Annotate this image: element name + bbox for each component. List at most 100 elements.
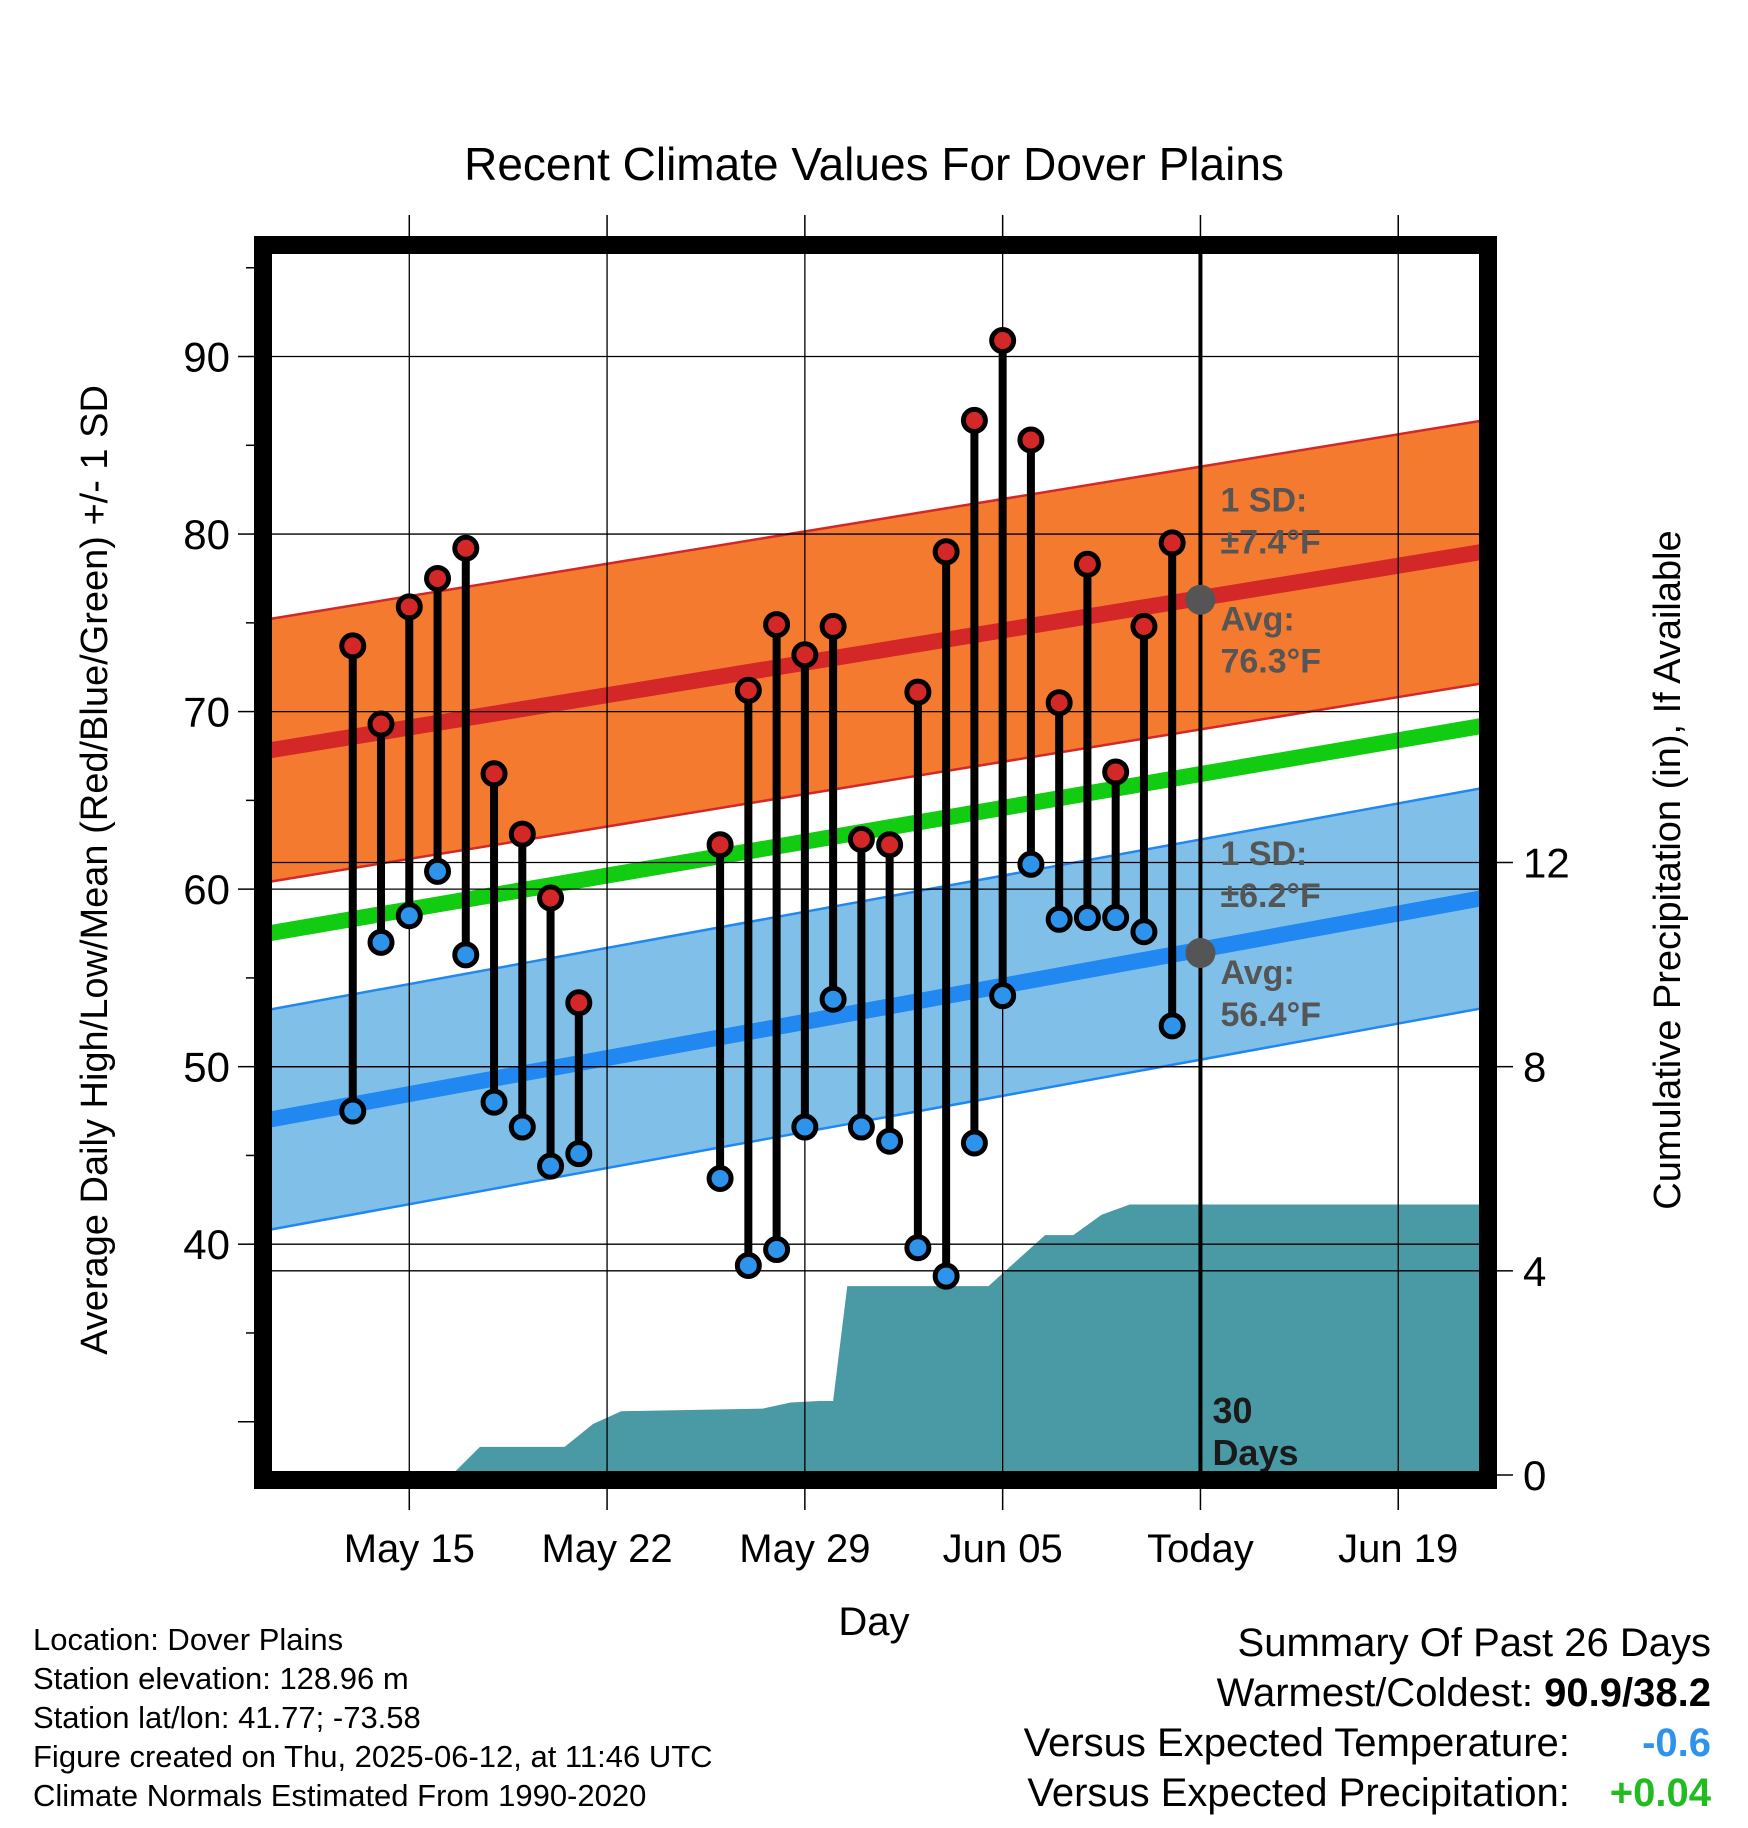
normal-low-today-marker — [1185, 938, 1216, 969]
high-avg-value: 76.3°F — [1220, 643, 1321, 681]
daily-high-dot — [791, 641, 819, 669]
normal-mean-line — [268, 717, 1483, 942]
normal-low-lower-sd-line — [268, 1006, 1483, 1232]
summary-title: Summary Of Past 26 Days — [1237, 1621, 1711, 1665]
station-elevation: Station elevation: 128.96 m — [33, 1661, 409, 1696]
daily-low-dot — [904, 1234, 932, 1262]
x-axis-label: Day — [838, 1600, 909, 1644]
daily-low-dot — [1017, 850, 1045, 878]
window-length-unit: Days — [1212, 1432, 1298, 1473]
summary-temperature: Versus Expected Temperature: -0.6 — [1024, 1718, 1711, 1768]
daily-high-dot — [1102, 758, 1130, 786]
daily-high-dot — [1017, 426, 1045, 454]
y-tick-label: 50 — [183, 1044, 230, 1091]
precipitation-value: +0.04 — [1609, 1771, 1711, 1815]
daily-high-dot — [480, 760, 508, 788]
daily-high-dot — [734, 676, 762, 704]
daily-low-dot — [508, 1113, 536, 1141]
high-sd-value: ±7.4°F — [1220, 524, 1320, 562]
plot-interior: 1 SD: ±7.4°F Avg: 76.3°F 1 SD: ±6.2°F Avg: 56.4… — [268, 250, 1483, 1475]
daily-high-dot — [932, 538, 960, 566]
y2-tick-label: 12 — [1523, 840, 1570, 887]
x-tick-label: Today — [1147, 1527, 1254, 1571]
x-tick-label: May 15 — [344, 1527, 475, 1571]
temperature-label: Versus Expected Temperature: — [1023, 1721, 1570, 1765]
normal-low-upper-sd-line — [268, 786, 1483, 1012]
daily-high-dot — [508, 820, 536, 848]
daily-low-dot — [480, 1088, 508, 1116]
window-length-number: 30 — [1212, 1390, 1252, 1431]
daily-high-dot — [876, 831, 904, 859]
normal-high-upper-sd-line — [268, 419, 1483, 621]
y2-tick-label: 4 — [1523, 1248, 1546, 1295]
high-sd-label: 1 SD: — [1220, 482, 1307, 520]
station-latlon: Station lat/lon: 41.77; -73.58 — [33, 1700, 421, 1735]
daily-low-dot — [1158, 1012, 1186, 1040]
y2-axis-label: Cumulative Precipitation (in), If Availa… — [1647, 530, 1689, 1209]
station-location: Location: Dover Plains — [33, 1622, 344, 1657]
plot-frame — [254, 236, 1497, 1489]
daily-low-dot — [876, 1127, 904, 1155]
daily-low-dot — [819, 985, 847, 1013]
low-sd-label: 1 SD: — [1220, 835, 1307, 873]
daily-low-dot — [537, 1152, 565, 1180]
summary-precipitation: Versus Expected Precipitation: +0.04 — [1024, 1768, 1711, 1818]
daily-low-dot — [424, 857, 452, 885]
daily-high-dot — [960, 406, 988, 434]
station-info: Location: Dover Plains Station elevation… — [33, 1620, 713, 1815]
daily-low-dot — [367, 928, 395, 956]
daily-high-dot — [537, 884, 565, 912]
daily-low-dot — [339, 1097, 367, 1125]
chart-title: Recent Climate Values For Dover Plains — [464, 138, 1284, 190]
y-tick-label: 80 — [183, 511, 230, 558]
daily-low-dot — [565, 1140, 593, 1168]
low-avg-label: Avg: — [1220, 954, 1294, 992]
y-tick-label: 60 — [183, 866, 230, 913]
daily-low-dot — [1073, 904, 1101, 932]
low-sd-value: ±6.2°F — [1220, 877, 1320, 915]
y2-tick-label: 8 — [1523, 1044, 1546, 1091]
x-tick-label: Jun 19 — [1338, 1527, 1458, 1571]
daily-high-dot — [1045, 689, 1073, 717]
daily-high-dot — [367, 710, 395, 738]
low-avg-value: 56.4°F — [1220, 996, 1321, 1034]
high-avg-label: Avg: — [1220, 601, 1294, 639]
cumulative-precipitation-area — [268, 1204, 1483, 1475]
temperature-value: -0.6 — [1642, 1721, 1711, 1765]
daily-low-dot — [791, 1113, 819, 1141]
daily-high-dot — [424, 564, 452, 592]
daily-low-dot — [395, 902, 423, 930]
daily-high-dot — [1073, 550, 1101, 578]
x-tick-label: May 22 — [541, 1527, 672, 1571]
y-tick-label: 90 — [183, 334, 230, 381]
daily-high-dot — [395, 593, 423, 621]
normal-high-lower-sd-line — [268, 681, 1483, 884]
y-axis-label: Average Daily High/Low/Mean (Red/Blue/Gr… — [74, 385, 116, 1355]
y2-tick-label: 0 — [1523, 1452, 1546, 1499]
daily-low-dot — [734, 1252, 762, 1280]
daily-high-dot — [452, 534, 480, 562]
daily-high-dot — [989, 327, 1017, 355]
summary-panel: Summary Of Past 26 Days Warmest/Coldest:… — [1024, 1618, 1711, 1818]
daily-low-dot — [706, 1165, 734, 1193]
summary-warmest-coldest: Warmest/Coldest: 90.9/38.2 — [1024, 1668, 1711, 1718]
daily-low-dot — [1130, 918, 1158, 946]
daily-low-dot — [1045, 905, 1073, 933]
daily-high-dot — [565, 989, 593, 1017]
daily-high-dot — [339, 632, 367, 660]
y-tick-label: 40 — [183, 1221, 230, 1268]
warmest-coldest-label: Warmest/Coldest: — [1216, 1671, 1534, 1715]
daily-low-dot — [989, 982, 1017, 1010]
x-tick-label: May 29 — [739, 1527, 870, 1571]
daily-low-dot — [847, 1113, 875, 1141]
y-tick-label: 70 — [183, 689, 230, 736]
daily-high-dot — [1130, 612, 1158, 640]
figure-created: Figure created on Thu, 2025-06-12, at 11… — [33, 1739, 713, 1774]
normal-high-line — [268, 543, 1483, 759]
daily-high-dot — [706, 831, 734, 859]
normal-low-line — [268, 890, 1483, 1128]
daily-high-dot — [819, 612, 847, 640]
daily-high-dot — [763, 611, 791, 639]
plot-area: 1 SD: ±7.4°F Avg: 76.3°F 1 SD: ±6.2°F Avg: 56.4… — [183, 215, 1570, 1571]
